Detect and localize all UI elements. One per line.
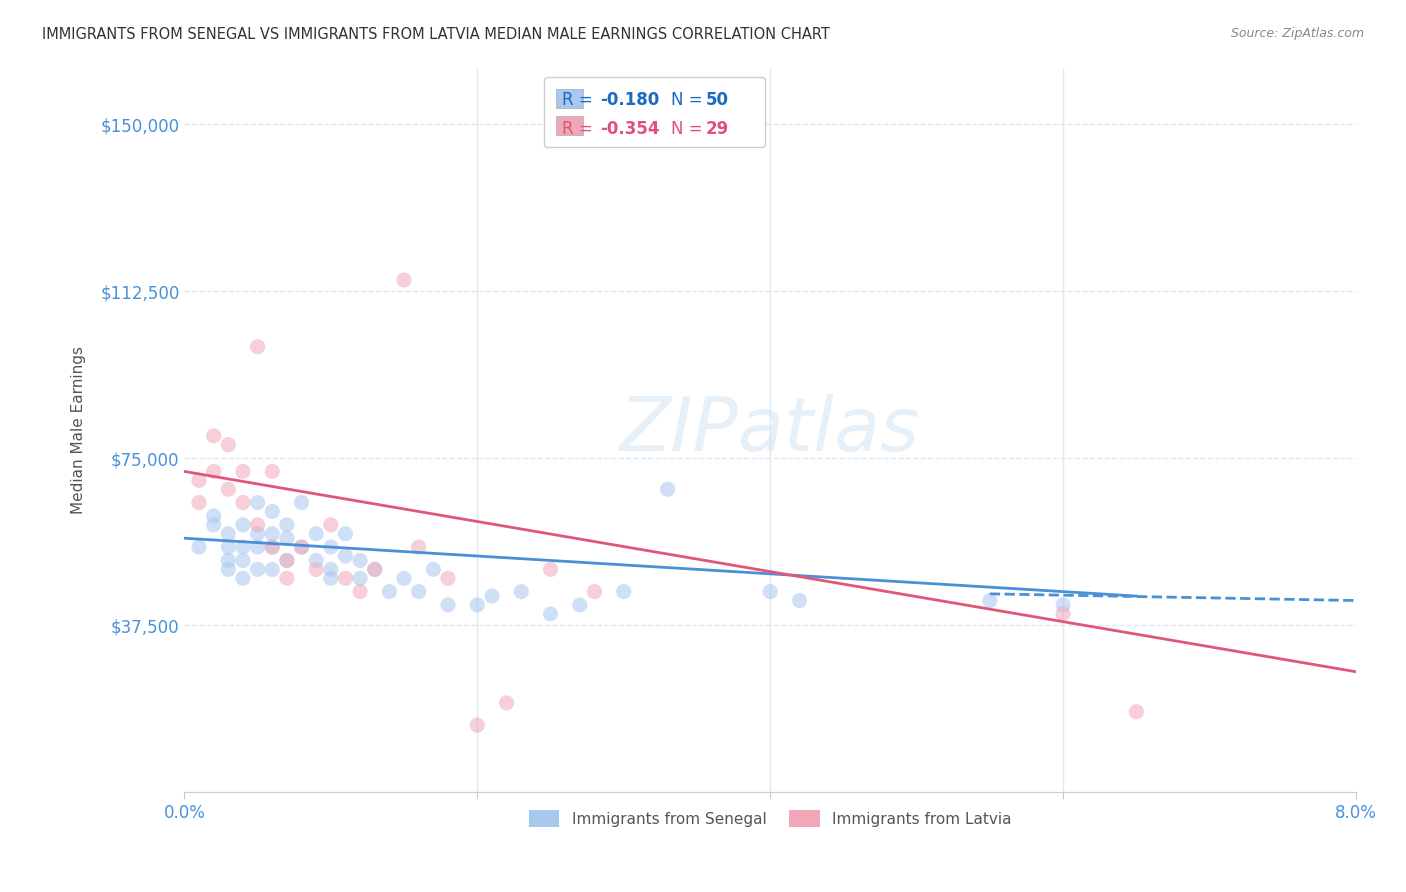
Point	[202, 517, 225, 532]
Y-axis label: Median Male Earnings: Median Male Earnings	[72, 346, 86, 515]
Point	[392, 571, 415, 585]
Point	[335, 526, 357, 541]
Point	[465, 598, 488, 612]
Point	[217, 553, 239, 567]
Point	[246, 340, 269, 354]
Point	[465, 718, 488, 732]
Text: 29: 29	[706, 120, 728, 138]
Point	[495, 696, 517, 710]
Point	[657, 482, 679, 496]
Point	[335, 549, 357, 563]
Point	[583, 584, 606, 599]
Point	[202, 429, 225, 443]
Point	[408, 540, 430, 554]
Point	[290, 540, 312, 554]
Point	[305, 562, 328, 576]
Point	[319, 540, 342, 554]
Point	[789, 593, 811, 607]
Point	[540, 562, 562, 576]
Text: 50: 50	[706, 91, 728, 109]
Point	[246, 562, 269, 576]
Point	[232, 553, 254, 567]
Text: R =: R =	[561, 120, 598, 138]
Point	[276, 571, 298, 585]
Point	[335, 571, 357, 585]
Point	[481, 589, 503, 603]
Point	[349, 553, 371, 567]
Point	[217, 526, 239, 541]
Point	[217, 562, 239, 576]
Point	[392, 273, 415, 287]
Point	[305, 526, 328, 541]
Text: N =: N =	[671, 120, 707, 138]
Point	[188, 495, 211, 509]
Point	[217, 482, 239, 496]
Point	[246, 540, 269, 554]
Point	[232, 517, 254, 532]
Point	[232, 464, 254, 478]
Point	[217, 438, 239, 452]
Point	[202, 464, 225, 478]
Point	[613, 584, 636, 599]
Text: N =: N =	[671, 91, 707, 109]
Point	[217, 540, 239, 554]
Point	[290, 540, 312, 554]
Text: -0.354: -0.354	[600, 120, 659, 138]
Point	[979, 593, 1001, 607]
Point	[1125, 705, 1147, 719]
Point	[246, 526, 269, 541]
Point	[305, 553, 328, 567]
Point	[202, 508, 225, 523]
Point	[378, 584, 401, 599]
Point	[540, 607, 562, 621]
Point	[364, 562, 387, 576]
Point	[1052, 598, 1074, 612]
Text: -0.180: -0.180	[600, 91, 659, 109]
Point	[262, 504, 284, 518]
Point	[276, 553, 298, 567]
Point	[349, 571, 371, 585]
Point	[262, 526, 284, 541]
Text: ZIPatlas: ZIPatlas	[620, 394, 921, 467]
Point	[1052, 607, 1074, 621]
Point	[408, 584, 430, 599]
Point	[262, 464, 284, 478]
Point	[568, 598, 591, 612]
Point	[319, 571, 342, 585]
Point	[188, 540, 211, 554]
Point	[437, 598, 460, 612]
Point	[319, 517, 342, 532]
Legend: Immigrants from Senegal, Immigrants from Latvia: Immigrants from Senegal, Immigrants from…	[522, 802, 1019, 835]
Point	[276, 531, 298, 545]
Point	[262, 540, 284, 554]
Point	[246, 495, 269, 509]
Point	[262, 540, 284, 554]
Point	[364, 562, 387, 576]
Point	[232, 571, 254, 585]
Point	[276, 553, 298, 567]
Point	[232, 540, 254, 554]
Text: R =: R =	[561, 91, 598, 109]
Point	[349, 584, 371, 599]
Point	[262, 562, 284, 576]
Text: IMMIGRANTS FROM SENEGAL VS IMMIGRANTS FROM LATVIA MEDIAN MALE EARNINGS CORRELATI: IMMIGRANTS FROM SENEGAL VS IMMIGRANTS FR…	[42, 27, 830, 42]
Point	[759, 584, 782, 599]
Point	[276, 517, 298, 532]
Text: Source: ZipAtlas.com: Source: ZipAtlas.com	[1230, 27, 1364, 40]
Point	[437, 571, 460, 585]
Point	[188, 473, 211, 487]
Point	[319, 562, 342, 576]
Point	[246, 517, 269, 532]
Point	[232, 495, 254, 509]
Point	[510, 584, 533, 599]
Point	[290, 495, 312, 509]
Point	[422, 562, 444, 576]
